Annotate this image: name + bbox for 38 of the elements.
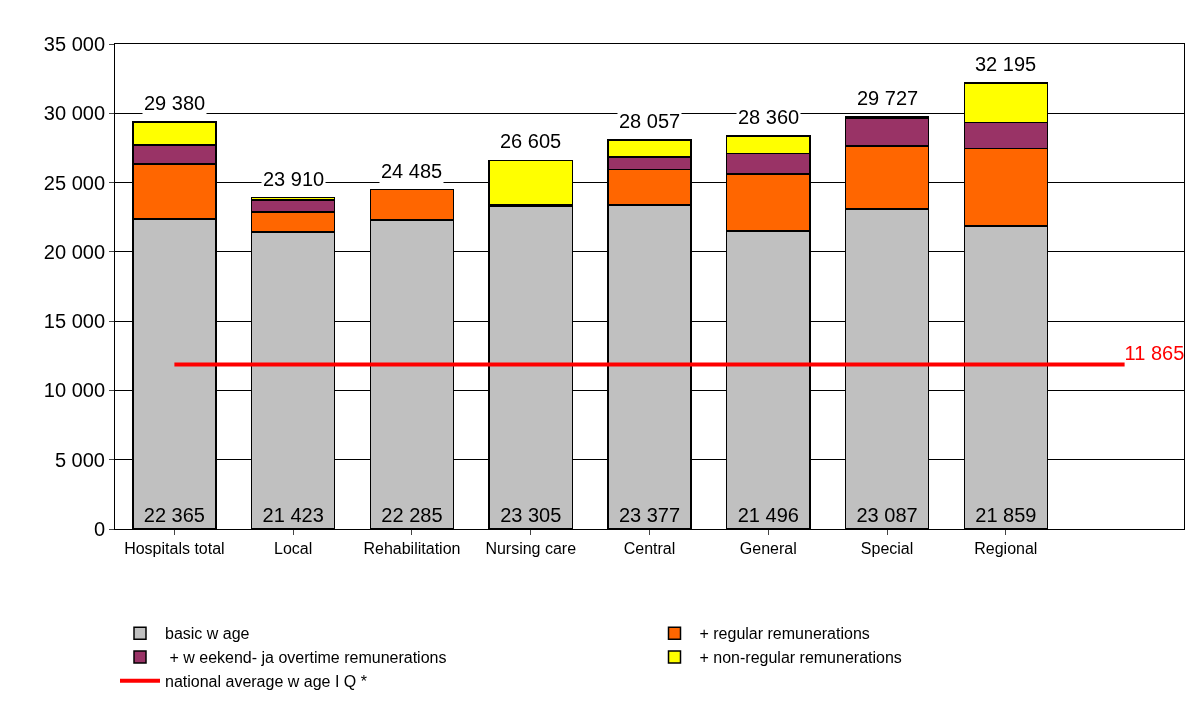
data-label: 21 496 <box>737 504 799 526</box>
total-label: 32 195 <box>975 53 1037 75</box>
data-label: 22 285 <box>381 504 443 526</box>
data-label: 23 087 <box>856 504 918 526</box>
legend-label: + w eekend- ja overtime remunerations <box>165 649 447 667</box>
x-tick-label: Central <box>623 540 676 558</box>
y-tick-label: 20 000 <box>43 240 105 263</box>
total-label: 23 910 <box>263 168 325 190</box>
y-tick-label: 35 000 <box>43 33 105 55</box>
data-label: 21 423 <box>262 504 324 526</box>
total-label: 26 605 <box>500 130 562 152</box>
x-tick-label: Nursing care <box>485 540 577 558</box>
y-tick-label: 10 000 <box>43 379 105 402</box>
x-tick-label: General <box>739 540 797 558</box>
legend-label: + non-regular remunerations <box>699 649 902 667</box>
total-label: 29 727 <box>857 87 919 109</box>
data-label: 11 865 <box>1124 341 1185 364</box>
total-label: 28 360 <box>738 106 800 128</box>
data-label: 21 859 <box>975 504 1037 526</box>
y-tick-label: 0 <box>93 518 105 540</box>
y-tick-label: 30 000 <box>43 102 105 125</box>
legend-label: + regular remunerations <box>699 625 870 643</box>
x-tick-label: Regional <box>974 540 1038 558</box>
x-tick-label: Rehabilitation <box>363 540 461 558</box>
legend-label: basic w age <box>165 625 250 643</box>
data-label: 23 377 <box>618 504 681 526</box>
y-tick-label: 15 000 <box>43 310 105 333</box>
legend-label: national average w age I Q * <box>165 673 367 691</box>
y-tick-label: 25 000 <box>43 171 105 194</box>
x-tick-label: Special <box>860 540 914 558</box>
data-label: 22 365 <box>143 504 205 526</box>
total-label: 29 380 <box>144 92 206 114</box>
x-tick-label: Local <box>274 540 313 558</box>
data-label: 23 305 <box>500 504 562 526</box>
x-tick-label: Hospitals total <box>124 540 225 558</box>
total-label: 24 485 <box>381 160 443 182</box>
total-label: 28 057 <box>619 110 681 132</box>
y-tick-label: 5 000 <box>54 448 105 471</box>
